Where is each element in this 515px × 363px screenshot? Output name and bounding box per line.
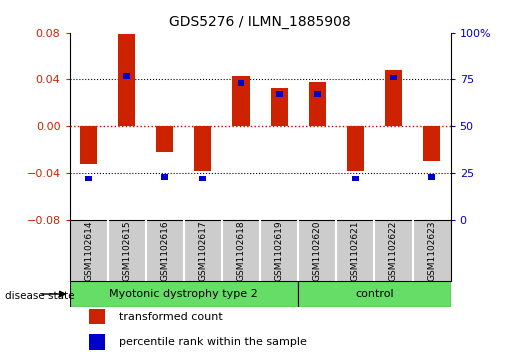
Bar	[352, 176, 359, 182]
Bar	[156, 126, 174, 152]
Text: GSM1102620: GSM1102620	[313, 220, 322, 281]
Bar	[89, 309, 105, 324]
Bar	[276, 91, 283, 97]
Text: transformed count: transformed count	[119, 311, 223, 322]
Bar	[347, 126, 364, 171]
Text: percentile rank within the sample: percentile rank within the sample	[119, 337, 307, 347]
Text: disease state: disease state	[5, 291, 75, 301]
Text: control: control	[355, 289, 394, 299]
Bar	[118, 34, 135, 126]
Bar	[385, 70, 402, 126]
Bar	[298, 281, 451, 307]
Text: GSM1102619: GSM1102619	[274, 220, 284, 281]
Bar	[199, 176, 207, 182]
Text: GSM1102621: GSM1102621	[351, 220, 360, 281]
Text: GSM1102617: GSM1102617	[198, 220, 208, 281]
Text: GSM1102616: GSM1102616	[160, 220, 169, 281]
Bar	[423, 126, 440, 161]
Text: Myotonic dystrophy type 2: Myotonic dystrophy type 2	[110, 289, 258, 299]
Bar	[123, 73, 130, 78]
Text: GSM1102614: GSM1102614	[84, 220, 93, 281]
Bar	[428, 174, 435, 180]
Text: GSM1102615: GSM1102615	[122, 220, 131, 281]
Text: GSM1102618: GSM1102618	[236, 220, 246, 281]
Bar	[237, 80, 245, 86]
Bar	[80, 126, 97, 163]
Bar	[232, 76, 250, 126]
Bar	[314, 91, 321, 97]
Bar	[194, 126, 212, 171]
Bar	[161, 174, 168, 180]
Bar	[85, 176, 92, 182]
Title: GDS5276 / ILMN_1885908: GDS5276 / ILMN_1885908	[169, 15, 351, 29]
Bar	[70, 281, 298, 307]
Bar	[89, 334, 105, 350]
Bar	[390, 75, 397, 81]
Bar	[270, 87, 288, 126]
Bar	[308, 82, 326, 126]
Text: GSM1102622: GSM1102622	[389, 220, 398, 281]
Text: GSM1102623: GSM1102623	[427, 220, 436, 281]
